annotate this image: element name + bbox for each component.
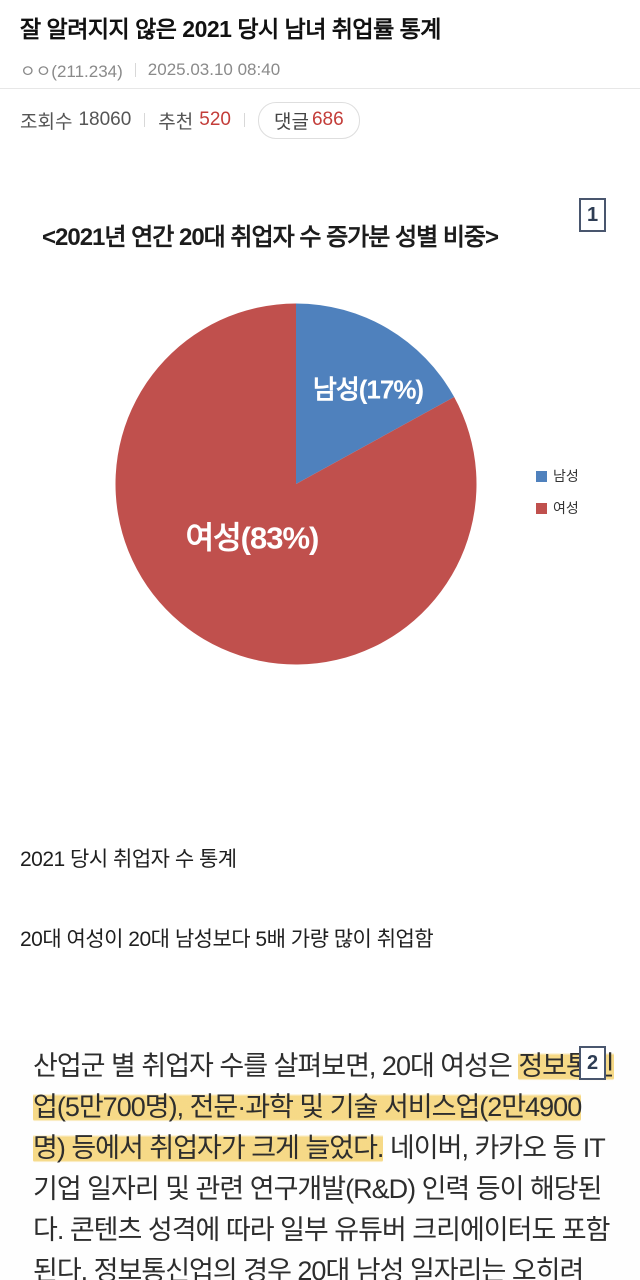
highlighted-text: 명) 등에서 취업자가 크게 늘었다. <box>33 1133 384 1163</box>
article-line: 기업 일자리 및 관련 연구개발(R&D) 인력 등이 해당된 <box>33 1169 633 1210</box>
highlighted-text: 업(5만700명), 전문·과학 및 기술 서비스업(2만4900 <box>33 1092 582 1122</box>
article-line: 다. 콘텐츠 성격에 따라 일부 유튜버 크리에이터도 포함 <box>33 1210 633 1251</box>
legend-swatch-male <box>536 470 547 482</box>
plain-text: 된다. 정보통신업의 경우 20대 남성 일자리는 오히려 <box>33 1256 584 1280</box>
article-line: 업(5만700명), 전문·과학 및 기술 서비스업(2만4900 <box>33 1087 633 1128</box>
like-count-value: 520 <box>199 109 231 130</box>
comments-badge[interactable]: 댓글 686 <box>257 101 360 139</box>
pie-label-female: 여성(83%) <box>185 520 320 556</box>
legend-label-female: 여성 <box>553 500 579 516</box>
view-count-value: 18060 <box>78 109 132 130</box>
article-line: 명) 등에서 취업자가 크게 늘었다. 네이버, 카카오 등 IT <box>33 1128 633 1169</box>
stats-row: 조회수 18060 추천 520 댓글 686 <box>20 101 360 139</box>
legend-item-male: 남성 <box>536 466 579 486</box>
stats-separator <box>144 113 146 127</box>
pie-svg <box>115 303 477 665</box>
legend-item-female: 여성 <box>536 498 579 518</box>
image-index-badge-2: 2 <box>579 1046 606 1080</box>
plain-text: 산업군 별 취업자 수를 살펴보면, 20대 여성은 <box>33 1051 519 1081</box>
pie-chart-figure: 1 <2021년 연간 20대 취업자 수 증가분 성별 비중> 남성(17%)… <box>0 185 640 805</box>
view-count-label: 조회수 <box>20 111 73 133</box>
post-date: 2025.03.10 08:40 <box>147 59 281 79</box>
body-paragraph-1: 2021 당시 취업자 수 통계 <box>20 848 237 871</box>
like-count: 추천 520 <box>158 107 231 134</box>
image-index-badge-1: 1 <box>579 198 606 232</box>
meta-separator <box>134 62 136 77</box>
post-meta: ㅇㅇ(211.234) 2025.03.10 08:40 <box>20 57 280 82</box>
plain-text: 네이버, 카카오 등 IT <box>383 1133 606 1163</box>
post-author: ㅇㅇ(211.234) <box>20 62 123 81</box>
plain-text: 기업 일자리 및 관련 연구개발(R&D) 인력 등이 해당된 <box>33 1174 602 1204</box>
legend-swatch-female <box>536 502 547 514</box>
article-line: 산업군 별 취업자 수를 살펴보면, 20대 여성은 정보통신 <box>33 1046 633 1087</box>
comments-count-value: 686 <box>311 109 344 130</box>
chart-legend: 남성 여성 <box>536 466 579 518</box>
article-line: 된다. 정보통신업의 경우 20대 남성 일자리는 오히려 <box>33 1251 633 1280</box>
legend-label-male: 남성 <box>553 468 579 484</box>
body-paragraph-2: 20대 여성이 20대 남성보다 5배 가량 많이 취업함 <box>20 928 434 951</box>
chart-title: <2021년 연간 20대 취업자 수 증가분 성별 비중> <box>42 224 499 251</box>
plain-text: 다. 콘텐츠 성격에 따라 일부 유튜버 크리에이터도 포함 <box>33 1215 610 1245</box>
pie-label-male: 남성(17%) <box>312 374 424 405</box>
view-count: 조회수 18060 <box>20 107 131 134</box>
stats-separator <box>243 113 245 127</box>
pie-chart <box>106 294 486 674</box>
header-divider <box>0 88 640 89</box>
post-title: 잘 알려지지 않은 2021 당시 남녀 취업률 통계 <box>20 16 441 42</box>
like-count-label: 추천 <box>158 111 194 133</box>
comments-label: 댓글 <box>273 111 309 133</box>
